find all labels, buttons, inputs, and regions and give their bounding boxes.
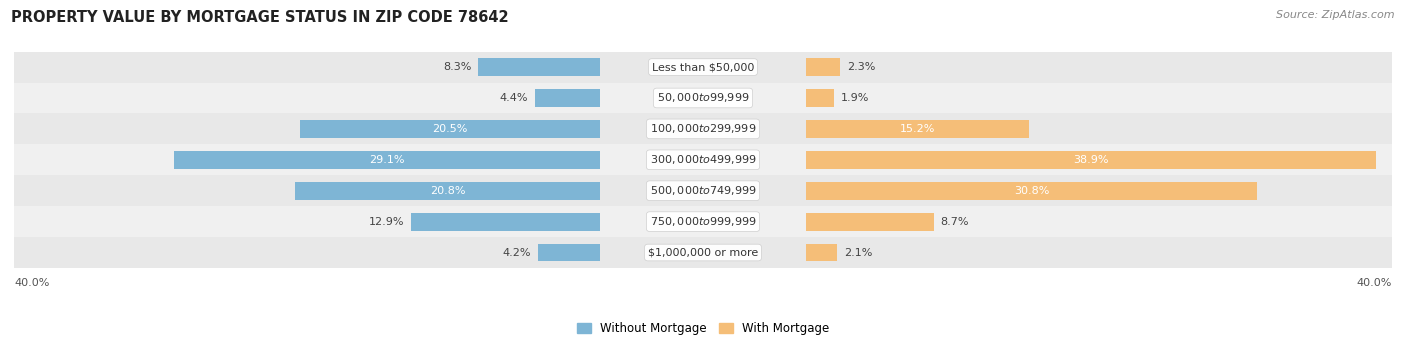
Text: $750,000 to $999,999: $750,000 to $999,999 bbox=[650, 215, 756, 228]
Text: 20.8%: 20.8% bbox=[430, 186, 465, 196]
Text: 20.5%: 20.5% bbox=[432, 124, 467, 134]
Text: 40.0%: 40.0% bbox=[14, 278, 49, 288]
Text: 40.0%: 40.0% bbox=[1357, 278, 1392, 288]
Text: Less than $50,000: Less than $50,000 bbox=[652, 62, 754, 72]
Bar bbox=[14, 237, 1392, 268]
Text: 15.2%: 15.2% bbox=[900, 124, 935, 134]
Text: Source: ZipAtlas.com: Source: ZipAtlas.com bbox=[1277, 10, 1395, 20]
Bar bbox=[14, 83, 1392, 114]
Bar bbox=[807, 89, 834, 107]
Bar bbox=[14, 52, 1392, 83]
Bar bbox=[299, 120, 599, 138]
Bar bbox=[411, 212, 599, 231]
Bar bbox=[14, 144, 1392, 175]
Bar bbox=[14, 114, 1392, 144]
Text: 4.4%: 4.4% bbox=[501, 93, 529, 103]
Text: 8.3%: 8.3% bbox=[443, 62, 471, 72]
Bar bbox=[807, 212, 934, 231]
Text: 38.9%: 38.9% bbox=[1073, 155, 1109, 165]
Bar bbox=[478, 58, 599, 76]
Text: $1,000,000 or more: $1,000,000 or more bbox=[648, 248, 758, 257]
Bar bbox=[807, 151, 1376, 169]
Bar bbox=[14, 175, 1392, 206]
Legend: Without Mortgage, With Mortgage: Without Mortgage, With Mortgage bbox=[572, 317, 834, 340]
Bar bbox=[807, 243, 837, 261]
Text: $500,000 to $749,999: $500,000 to $749,999 bbox=[650, 184, 756, 197]
Bar bbox=[807, 120, 1029, 138]
Bar bbox=[295, 182, 599, 200]
Text: 1.9%: 1.9% bbox=[841, 93, 869, 103]
Text: 29.1%: 29.1% bbox=[368, 155, 405, 165]
Text: 8.7%: 8.7% bbox=[941, 217, 969, 227]
Text: $50,000 to $99,999: $50,000 to $99,999 bbox=[657, 91, 749, 104]
Text: 2.1%: 2.1% bbox=[844, 248, 872, 257]
Text: 30.8%: 30.8% bbox=[1014, 186, 1049, 196]
Bar bbox=[538, 243, 599, 261]
Text: 2.3%: 2.3% bbox=[846, 62, 876, 72]
Bar bbox=[536, 89, 599, 107]
Text: $100,000 to $299,999: $100,000 to $299,999 bbox=[650, 122, 756, 135]
Text: 12.9%: 12.9% bbox=[368, 217, 404, 227]
Bar bbox=[807, 182, 1257, 200]
Text: PROPERTY VALUE BY MORTGAGE STATUS IN ZIP CODE 78642: PROPERTY VALUE BY MORTGAGE STATUS IN ZIP… bbox=[11, 10, 509, 25]
Bar bbox=[14, 206, 1392, 237]
Bar bbox=[173, 151, 599, 169]
Text: $300,000 to $499,999: $300,000 to $499,999 bbox=[650, 153, 756, 166]
Text: 4.2%: 4.2% bbox=[503, 248, 531, 257]
Bar bbox=[807, 58, 839, 76]
